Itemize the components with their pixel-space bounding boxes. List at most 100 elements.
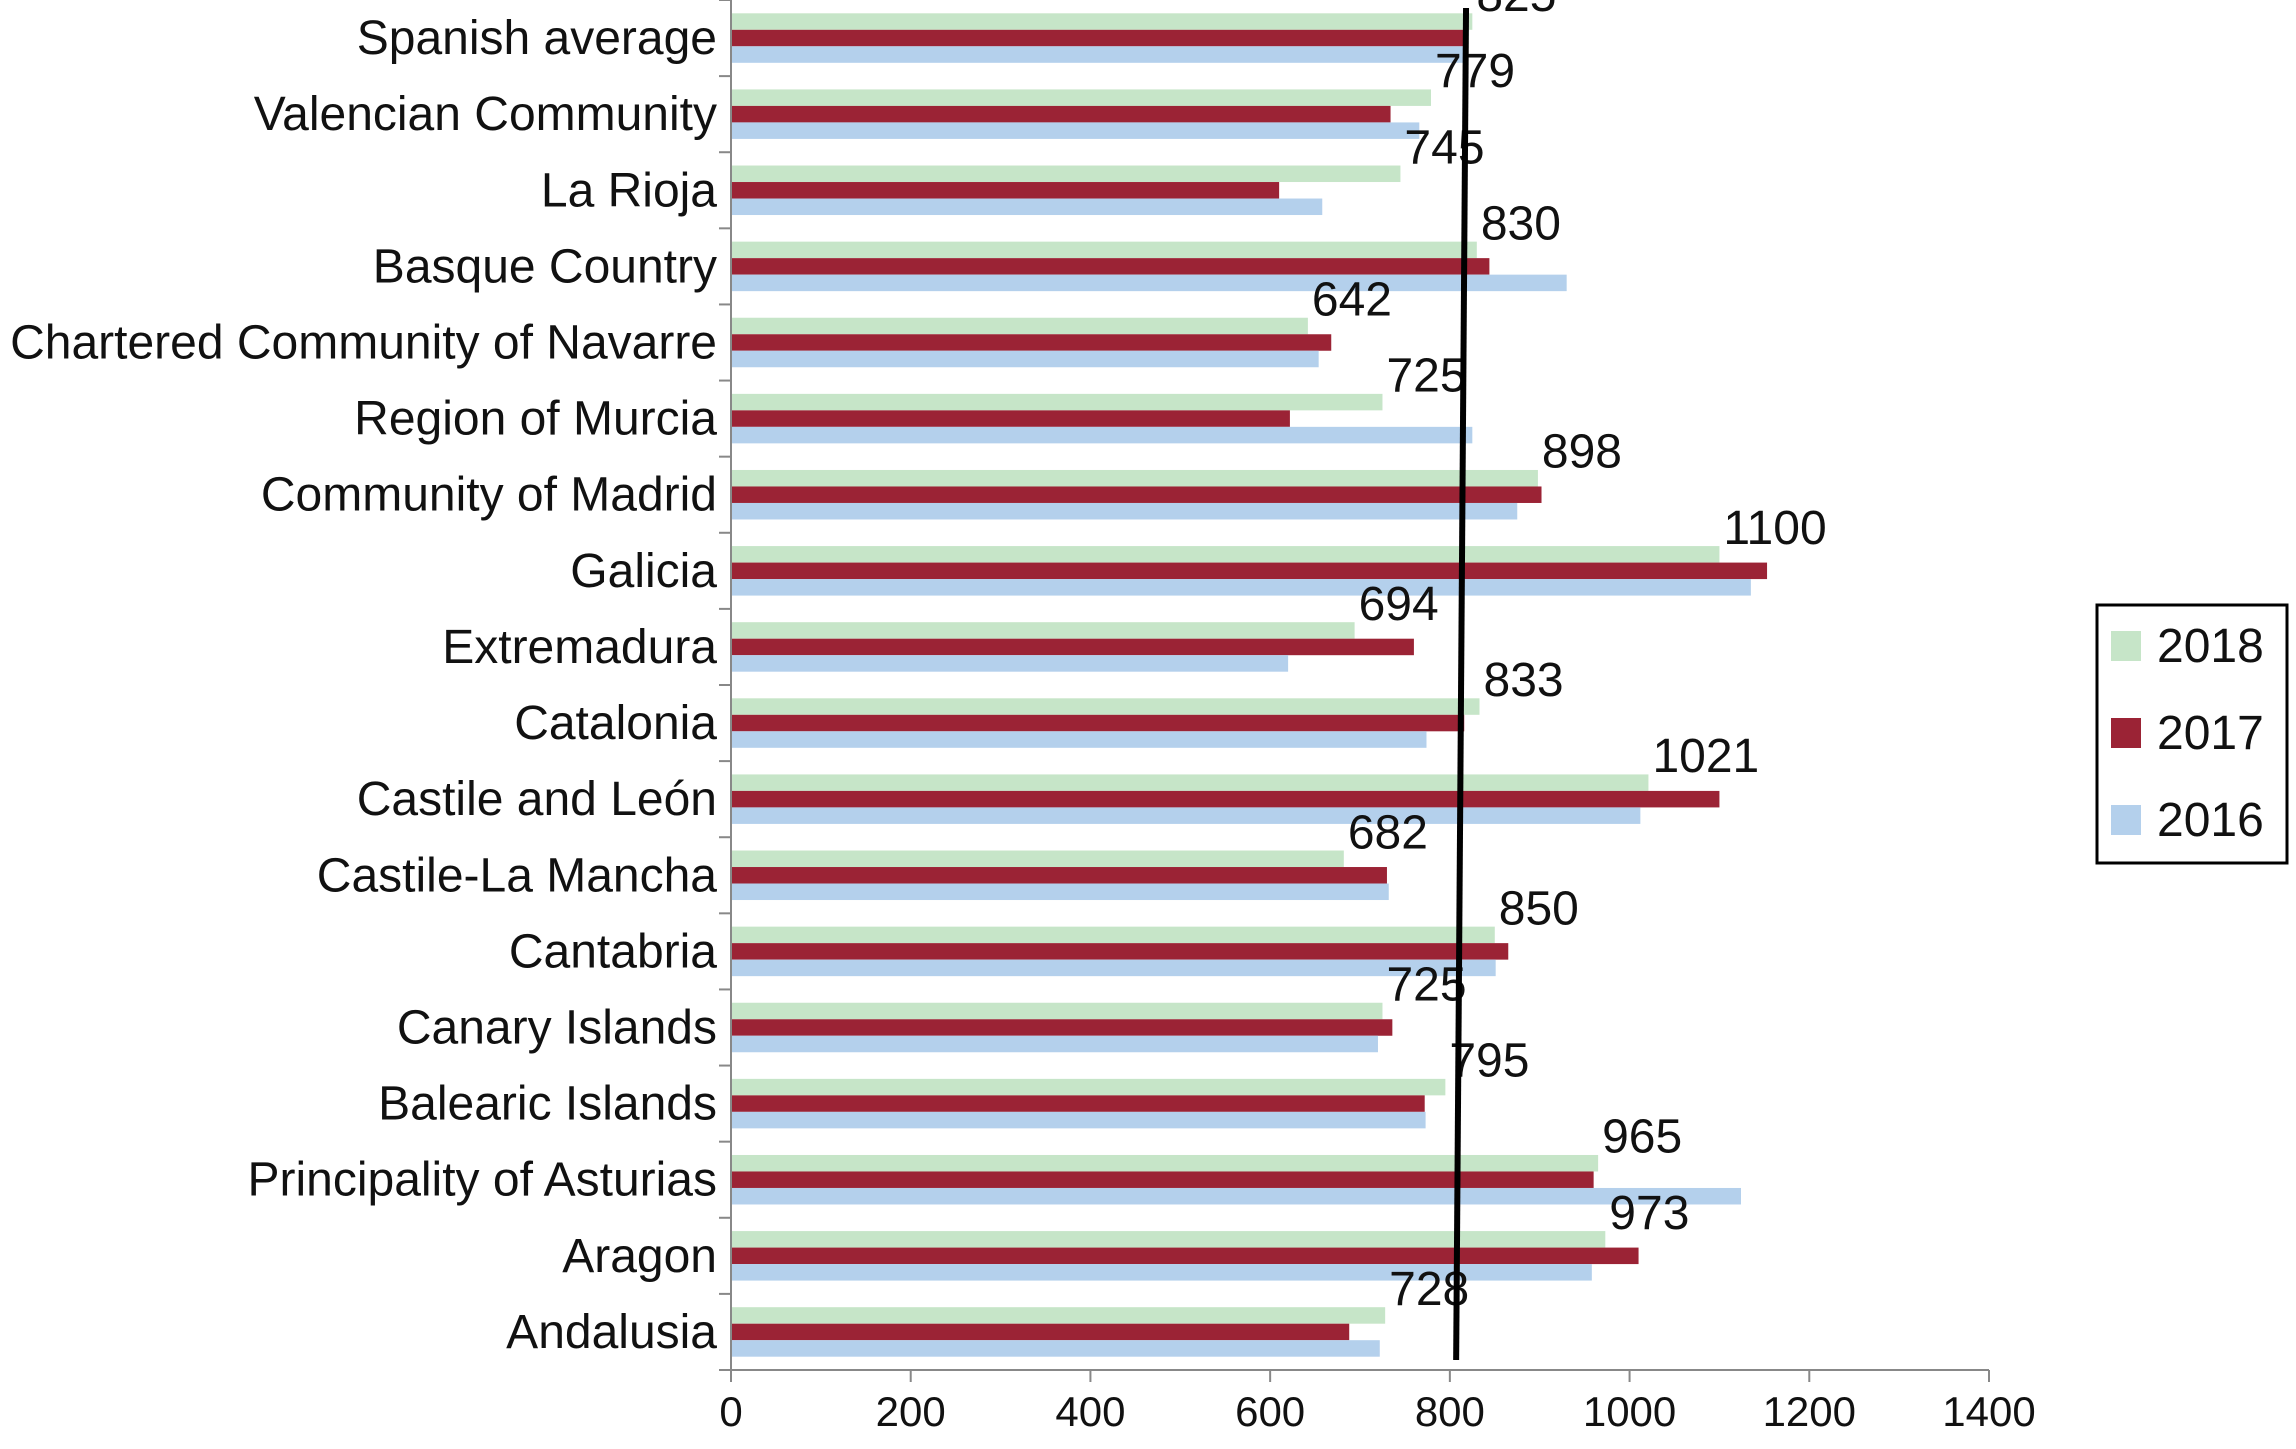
legend-swatch-2016 [2111, 805, 2141, 835]
x-tick-label: 1000 [1583, 1388, 1676, 1435]
data-label: 833 [1484, 654, 1564, 707]
bar-2017-16 [731, 1247, 1639, 1265]
bar-2018-14 [731, 1078, 1446, 1096]
bar-2018-2 [731, 165, 1401, 183]
category-label: Extremadura [442, 621, 717, 674]
data-label: 898 [1542, 426, 1622, 479]
bar-2016-1 [731, 122, 1420, 139]
data-label: 694 [1359, 578, 1439, 631]
data-label: 973 [1609, 1187, 1689, 1240]
data-label: 1100 [1723, 502, 1826, 555]
bar-2017-2 [731, 182, 1280, 199]
bar-2018-15 [731, 1154, 1599, 1172]
legend-swatch-2018 [2111, 631, 2141, 661]
category-label: Andalusia [506, 1306, 717, 1359]
bar-2018-10 [731, 774, 1649, 791]
legend-label-2016: 2016 [2157, 794, 2264, 847]
bar-2018-5 [731, 393, 1383, 411]
data-label: 725 [1386, 959, 1466, 1012]
data-label: 682 [1348, 806, 1428, 859]
bar-2018-11 [731, 850, 1344, 868]
category-label: Aragon [562, 1230, 717, 1283]
bar-2018-9 [731, 698, 1480, 715]
bar-2017-12 [731, 943, 1509, 960]
category-label: La Rioja [541, 164, 717, 217]
bar-2016-10 [731, 807, 1641, 824]
data-labels: 825 779 745 830 642 725 898 1100 694 833 1021 682 85… [1312, 0, 1827, 1316]
bar-2017-10 [731, 790, 1720, 808]
bar-2017-7 [731, 562, 1768, 580]
bar-2018-6 [731, 469, 1538, 487]
category-label: Canary Islands [397, 1002, 717, 1055]
bar-2018-8 [731, 622, 1355, 639]
bar-2016-13 [731, 1035, 1378, 1053]
bar-2016-14 [731, 1111, 1426, 1129]
bar-2017-11 [731, 867, 1387, 884]
bar-2017-14 [731, 1095, 1425, 1112]
bar-2016-0 [731, 46, 1464, 63]
bar-2017-9 [731, 714, 1465, 732]
category-label: Castile and León [357, 773, 717, 826]
data-label: 1021 [1652, 730, 1759, 783]
bar-2017-13 [731, 1019, 1393, 1036]
legend-swatch-2017 [2111, 718, 2141, 748]
legend: 2018 2017 2016 [2095, 603, 2289, 865]
bar-2017-4 [731, 334, 1332, 351]
bar-2017-0 [731, 29, 1464, 47]
category-label: Galicia [570, 545, 717, 598]
bar-2018-7 [731, 546, 1720, 563]
bar-2017-15 [731, 1171, 1594, 1188]
bar-2018-17 [731, 1307, 1386, 1324]
bar-2017-5 [731, 410, 1290, 427]
data-label: 642 [1312, 274, 1392, 327]
bar-2017-17 [731, 1323, 1350, 1341]
bar-2016-3 [731, 274, 1567, 292]
x-tick-label: 0 [719, 1388, 742, 1435]
data-label: 745 [1404, 121, 1484, 174]
bar-2016-17 [731, 1340, 1380, 1357]
bar-2016-7 [731, 579, 1751, 596]
data-label: 725 [1386, 350, 1466, 403]
bar-2016-12 [731, 959, 1496, 977]
bar-2018-1 [731, 89, 1431, 106]
x-tick-label: 200 [876, 1388, 946, 1435]
legend-label-2017: 2017 [2157, 707, 2264, 760]
category-label: Community of Madrid [261, 469, 717, 522]
category-label: Balearic Islands [378, 1078, 717, 1131]
bar-2016-6 [731, 502, 1518, 520]
bar-2016-9 [731, 731, 1427, 748]
bar-2016-5 [731, 426, 1473, 444]
category-labels: Spanish average Valencian Community La Rio… [10, 12, 717, 1359]
bar-2018-13 [731, 1002, 1383, 1020]
category-label: Basque Country [373, 240, 717, 293]
category-label: Chartered Community of Navarre [10, 317, 717, 370]
data-label: 850 [1499, 882, 1579, 935]
bar-2018-12 [731, 926, 1495, 944]
bar-2017-3 [731, 258, 1490, 275]
category-label: Principality of Asturias [247, 1154, 717, 1207]
data-label: 795 [1449, 1035, 1529, 1088]
category-label: Catalonia [514, 697, 717, 750]
x-tick-label: 600 [1235, 1388, 1305, 1435]
data-label: 779 [1435, 45, 1515, 98]
bar-2016-15 [731, 1187, 1741, 1205]
bar-2018-16 [731, 1231, 1606, 1248]
category-label: Cantabria [509, 925, 717, 978]
bar-2018-3 [731, 241, 1477, 259]
average-line-group [1453, 7, 1470, 1361]
bar-2017-6 [731, 486, 1542, 503]
data-label: 825 [1476, 0, 1556, 22]
x-tick-label: 1400 [1942, 1388, 2035, 1435]
bar-2018-4 [731, 317, 1308, 335]
x-tick-label: 400 [1055, 1388, 1125, 1435]
bar-2016-4 [731, 350, 1319, 368]
x-axis: 0 200 400 600 800 1000 1200 1400 [719, 0, 2036, 1435]
average-line [1453, 7, 1470, 1361]
bar-2017-8 [731, 638, 1414, 656]
bars-group [731, 13, 1768, 1357]
category-label: Castile-La Mancha [317, 849, 718, 902]
bar-2016-8 [731, 655, 1289, 672]
bar-2018-0 [731, 13, 1473, 30]
x-tick-label: 1200 [1763, 1388, 1856, 1435]
data-label: 830 [1481, 197, 1561, 250]
